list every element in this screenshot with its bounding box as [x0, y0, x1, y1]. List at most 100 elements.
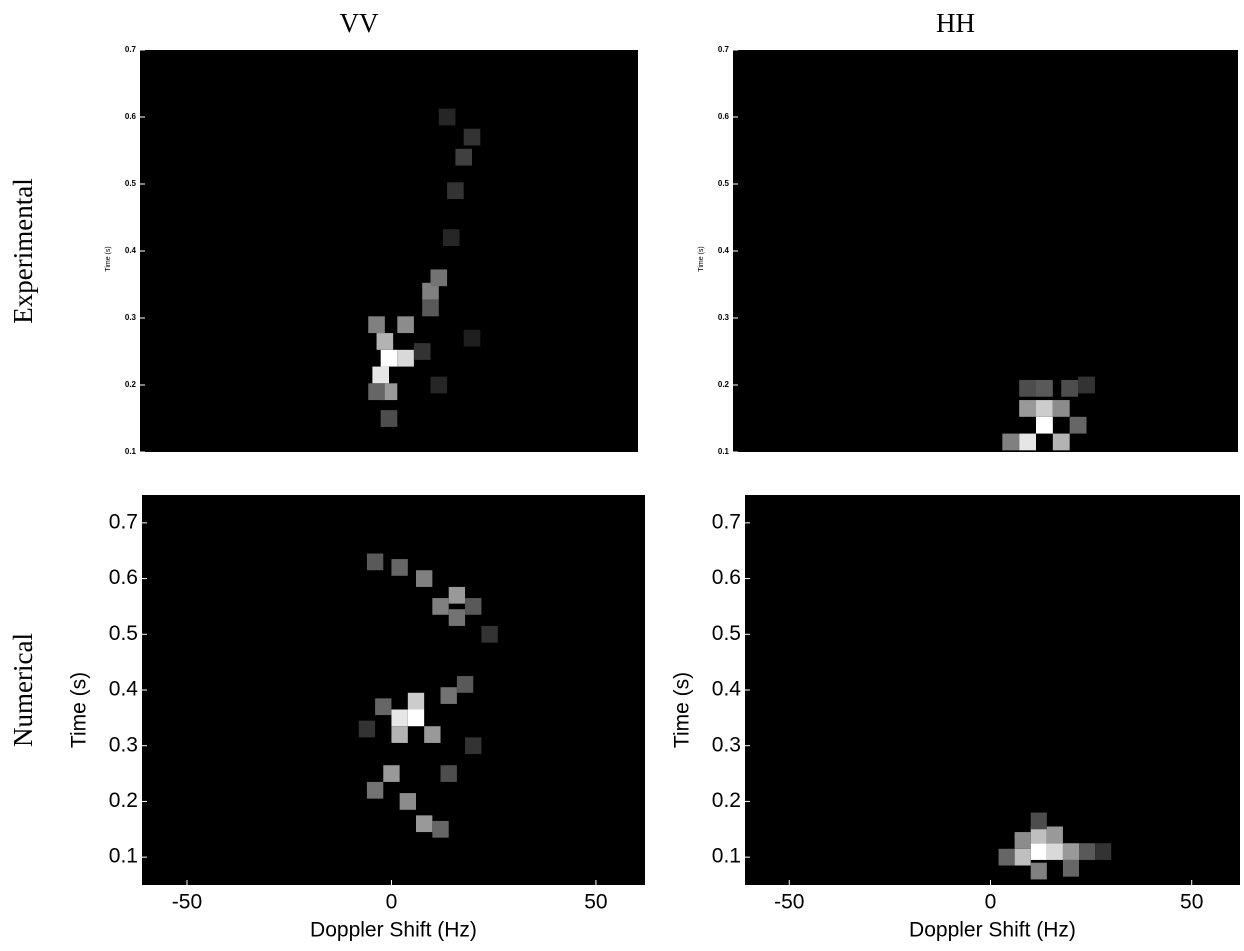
heat-cell [1036, 400, 1053, 417]
heat-cell [397, 316, 414, 334]
heat-cell [383, 765, 400, 782]
heat-cell [368, 383, 385, 401]
y-tick-label: 0.4 [718, 246, 730, 255]
y-tick-label: 0.1 [125, 447, 137, 456]
y-tick-label: 0.2 [712, 789, 741, 812]
heat-cell [463, 329, 481, 347]
heat-cell [1036, 416, 1053, 434]
heat-cell [1019, 433, 1036, 451]
y-tick-label: 0.7 [109, 510, 138, 533]
heat-cell [1052, 400, 1070, 417]
y-tick-label: 0.6 [125, 112, 137, 121]
x-tick-label: 0 [386, 891, 398, 914]
heat-cell [1019, 400, 1036, 417]
heat-cell [1079, 843, 1096, 860]
heat-cell [1095, 843, 1112, 860]
column-title: HH [936, 8, 975, 38]
heat-cell [432, 598, 449, 615]
y-tick-label: 0.2 [109, 789, 138, 812]
y-tick-label: 0.3 [125, 313, 137, 322]
plot-background [733, 50, 1238, 452]
y-tick-label: 0.2 [718, 380, 730, 389]
heat-cell [1014, 832, 1031, 849]
y-tick-label: 0.3 [712, 733, 741, 756]
heat-cell [447, 182, 464, 200]
y-tick-label: 0.5 [109, 622, 138, 645]
cells [998, 812, 1112, 880]
heat-cell [415, 815, 433, 833]
x-tick-label: 0 [985, 891, 997, 914]
y-tick-label: 0.6 [718, 112, 730, 121]
x-axis-label: Doppler Shift (Hz) [310, 919, 477, 942]
row-label: Numerical [8, 633, 38, 747]
heat-cell [413, 343, 431, 360]
heat-cell [1052, 433, 1070, 451]
heat-cell [376, 333, 394, 350]
plot-background [745, 495, 1240, 885]
y-tick-label: 0.7 [125, 45, 137, 54]
y-axis-label: Time (s) [105, 246, 112, 271]
heat-cell [391, 726, 408, 743]
y-tick-label: 0.4 [712, 678, 742, 701]
heat-cell [1046, 826, 1063, 844]
heat-cell [1046, 843, 1063, 860]
x-tick-label: -50 [172, 891, 202, 914]
heat-cell [368, 316, 385, 334]
heat-cell [366, 553, 384, 571]
heat-cell [1030, 826, 1047, 844]
heat-cell [1069, 416, 1087, 434]
x-tick-label: -50 [774, 891, 804, 914]
heat-cell [1062, 859, 1080, 877]
heat-cell [1030, 862, 1047, 880]
y-tick-label: 0.6 [712, 566, 741, 589]
row-label: Experimental [8, 178, 38, 323]
cells [368, 108, 481, 427]
y-tick-label: 0.2 [125, 380, 137, 389]
cells [1002, 376, 1095, 451]
y-tick-label: 0.7 [712, 510, 741, 533]
heat-cell [448, 586, 466, 604]
y-tick-label: 0.6 [109, 566, 138, 589]
heat-cell [424, 726, 441, 743]
heat-cell [422, 282, 439, 300]
y-axis-label: Time (s) [671, 672, 694, 748]
heat-cell [438, 108, 456, 126]
x-tick-label: 50 [584, 891, 607, 914]
y-tick-label: 0.4 [109, 678, 139, 701]
heat-cell [440, 687, 457, 704]
column-title: VV [340, 8, 379, 38]
y-tick-label: 0.5 [125, 179, 137, 188]
heat-cell [397, 349, 414, 367]
heat-cell [372, 366, 389, 384]
heat-cell [391, 709, 408, 727]
y-tick-label: 0.5 [712, 622, 741, 645]
heat-cell [1019, 379, 1036, 397]
heat-cell [358, 720, 376, 738]
y-tick-label: 0.5 [718, 179, 730, 188]
y-tick-label: 0.7 [718, 45, 730, 54]
heat-cell [1062, 843, 1080, 860]
heat-cell [399, 793, 416, 810]
y-tick-label: 0.3 [718, 313, 730, 322]
heat-cell [998, 848, 1015, 866]
y-tick-label: 0.3 [109, 733, 138, 756]
x-tick-label: 50 [1180, 891, 1203, 914]
heat-cell [415, 570, 433, 587]
heat-cell [1030, 812, 1047, 830]
heat-cell [422, 299, 439, 317]
heat-cell [432, 820, 449, 838]
heat-cell [407, 709, 425, 727]
y-axis-label: Time (s) [698, 246, 705, 271]
cells [358, 553, 498, 838]
heat-cell [1014, 848, 1031, 866]
heat-cell [1030, 843, 1047, 860]
heat-cell [375, 698, 392, 716]
y-tick-label: 0.1 [109, 845, 138, 868]
heat-cell [430, 376, 448, 394]
heat-cell [456, 676, 474, 693]
heat-cell [455, 148, 472, 166]
heat-cell [380, 349, 398, 367]
heat-cell [430, 269, 448, 287]
heat-cell [440, 765, 457, 782]
